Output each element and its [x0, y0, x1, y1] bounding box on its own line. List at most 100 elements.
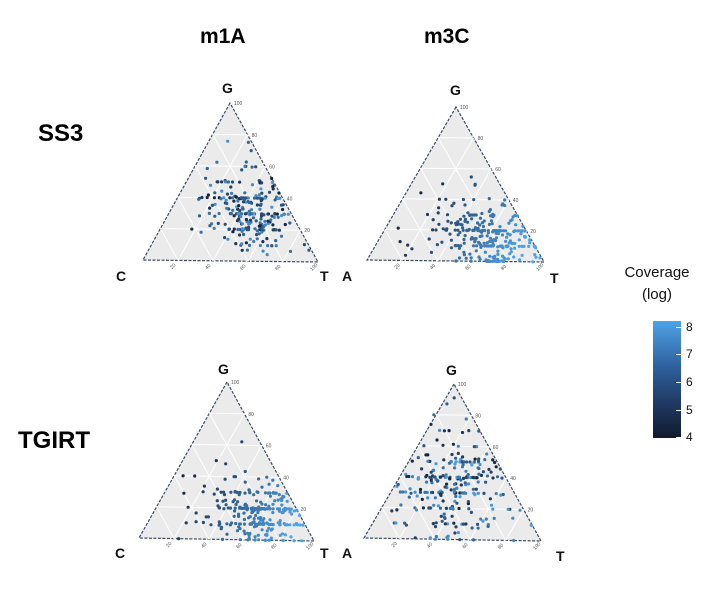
data-point — [442, 512, 446, 516]
data-point — [518, 258, 522, 262]
data-point — [271, 523, 275, 527]
data-point — [216, 221, 220, 225]
data-point — [217, 211, 221, 216]
data-point — [398, 490, 402, 494]
data-point — [519, 232, 523, 236]
data-point — [504, 239, 508, 243]
data-point — [467, 482, 471, 486]
data-point — [493, 460, 497, 465]
data-point — [257, 193, 261, 197]
grid-line — [282, 229, 301, 262]
data-point — [425, 212, 430, 217]
data-point — [396, 482, 400, 487]
data-point — [213, 191, 217, 195]
data-point — [452, 482, 457, 486]
data-point — [255, 229, 259, 233]
data-point — [220, 189, 224, 193]
data-point — [262, 517, 266, 521]
data-point — [253, 538, 257, 542]
data-point — [446, 522, 450, 526]
tick-label: 40 — [426, 541, 434, 549]
data-point — [266, 244, 270, 248]
data-point — [485, 452, 489, 456]
data-point — [410, 247, 414, 251]
data-point — [230, 521, 234, 525]
data-point — [436, 211, 440, 215]
data-point — [226, 506, 230, 510]
data-point — [267, 482, 271, 486]
data-point — [244, 160, 248, 164]
data-point — [418, 487, 423, 492]
data-point — [476, 526, 480, 530]
data-point — [298, 523, 302, 527]
data-point — [241, 207, 245, 211]
data-point — [449, 488, 453, 492]
data-point — [499, 493, 503, 497]
data-point — [271, 510, 275, 515]
data-point — [232, 227, 236, 231]
data-point — [466, 500, 470, 504]
data-point — [250, 165, 254, 169]
data-point — [280, 532, 285, 536]
data-point — [257, 522, 261, 526]
data-point — [239, 196, 243, 200]
data-point — [285, 523, 289, 527]
data-point — [487, 197, 491, 201]
data-point — [257, 477, 261, 481]
data-point — [462, 237, 466, 242]
data-point — [422, 444, 426, 448]
data-point — [439, 475, 443, 479]
tick-label: 80 — [252, 133, 258, 139]
data-point — [512, 538, 516, 543]
data-point — [288, 523, 292, 527]
data-point — [473, 493, 477, 497]
data-point — [432, 503, 436, 507]
data-point — [240, 229, 244, 233]
vertex-label-top: G — [222, 80, 233, 96]
data-point — [444, 197, 448, 201]
data-point — [495, 229, 499, 233]
data-point — [276, 215, 280, 219]
data-point — [258, 207, 262, 211]
data-point — [500, 259, 504, 263]
data-point — [274, 228, 278, 232]
data-point — [458, 460, 462, 464]
data-point — [434, 228, 438, 232]
data-point — [228, 196, 232, 200]
data-point — [467, 507, 471, 511]
data-point — [496, 252, 500, 256]
tick-label: 20 — [391, 541, 399, 549]
data-point — [273, 212, 277, 216]
data-point — [476, 480, 480, 484]
data-point — [454, 525, 458, 529]
tick-label: 80 — [497, 542, 505, 550]
data-point — [247, 228, 251, 232]
data-point — [489, 470, 493, 474]
data-point — [230, 212, 234, 216]
data-point — [534, 255, 538, 259]
data-point — [425, 490, 429, 494]
data-point — [438, 506, 443, 510]
data-point — [429, 478, 433, 482]
data-point — [485, 244, 489, 248]
data-point — [471, 244, 476, 248]
tick-label: 80 — [500, 264, 508, 272]
data-point — [460, 223, 464, 227]
data-point — [265, 237, 269, 241]
data-point — [481, 519, 485, 523]
data-point — [424, 453, 428, 457]
data-point — [253, 227, 257, 231]
data-point — [209, 523, 213, 527]
data-point — [506, 257, 510, 261]
data-point — [255, 237, 259, 241]
data-point — [489, 503, 494, 507]
data-point — [476, 491, 480, 495]
data-point — [213, 202, 217, 206]
data-point — [281, 207, 285, 212]
data-point — [476, 522, 480, 527]
data-point — [283, 222, 287, 227]
data-point — [434, 534, 438, 539]
data-point — [442, 458, 446, 462]
vertex-label-right: T — [320, 545, 329, 561]
data-point — [420, 497, 424, 501]
